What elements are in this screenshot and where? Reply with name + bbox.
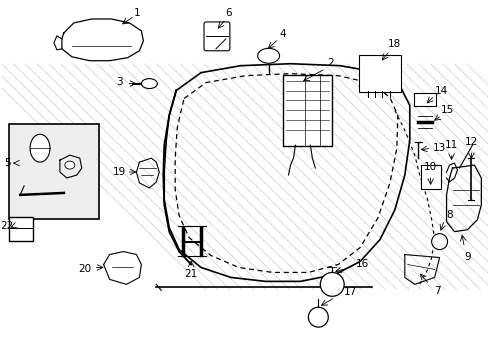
FancyBboxPatch shape <box>9 124 99 219</box>
Text: 18: 18 <box>387 39 401 49</box>
FancyBboxPatch shape <box>413 93 435 107</box>
FancyBboxPatch shape <box>203 22 229 51</box>
Text: 3: 3 <box>116 77 122 87</box>
Circle shape <box>308 307 327 327</box>
Text: 13: 13 <box>432 143 446 153</box>
Text: 4: 4 <box>279 29 285 39</box>
Circle shape <box>431 234 447 249</box>
Text: 21: 21 <box>184 269 197 279</box>
Text: 16: 16 <box>355 260 368 270</box>
Text: 12: 12 <box>464 137 477 147</box>
Text: 2: 2 <box>326 58 333 68</box>
Text: 20: 20 <box>78 265 91 274</box>
Text: 9: 9 <box>463 252 470 261</box>
FancyBboxPatch shape <box>420 165 440 189</box>
Ellipse shape <box>30 134 50 162</box>
FancyBboxPatch shape <box>9 217 33 240</box>
Ellipse shape <box>141 78 157 89</box>
Text: 10: 10 <box>423 162 436 172</box>
Ellipse shape <box>65 161 75 169</box>
Ellipse shape <box>257 48 279 63</box>
Text: 5: 5 <box>4 158 11 168</box>
Text: 14: 14 <box>434 86 447 95</box>
Text: 1: 1 <box>134 8 141 18</box>
Text: 17: 17 <box>343 287 356 297</box>
FancyBboxPatch shape <box>282 75 331 146</box>
Text: 19: 19 <box>113 167 126 177</box>
Text: 8: 8 <box>446 210 452 220</box>
FancyBboxPatch shape <box>358 55 400 91</box>
Text: 6: 6 <box>225 8 232 18</box>
Text: 11: 11 <box>444 140 457 150</box>
Circle shape <box>320 273 344 296</box>
Text: 22: 22 <box>0 221 14 231</box>
Text: 7: 7 <box>433 286 440 296</box>
Text: 15: 15 <box>440 105 453 116</box>
